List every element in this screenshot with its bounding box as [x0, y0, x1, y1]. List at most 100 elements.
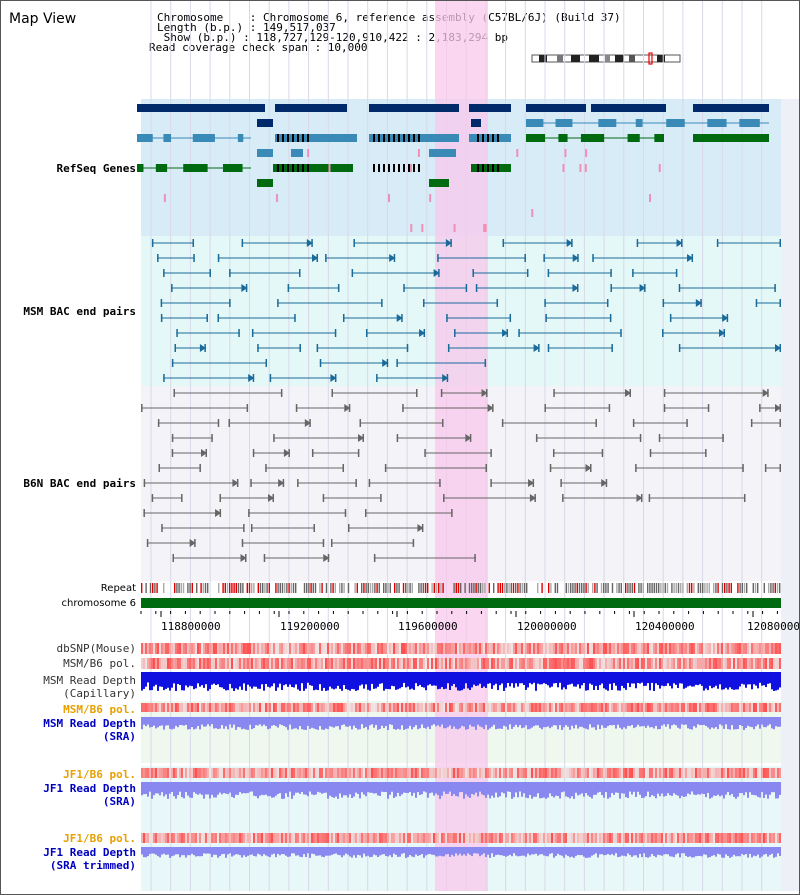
- chromosome-ideogram[interactable]: [1, 1, 800, 71]
- jf1-b6-pol-bin: [267, 768, 269, 778]
- msm-b6-pol-bin: [209, 658, 211, 669]
- msm-b6-pol-bin: [677, 658, 679, 669]
- msm-b6-pol-sra-bin: [713, 703, 715, 712]
- jf1-sra-depth-bin: [411, 782, 413, 796]
- msm-b6-pol-sra-bin: [277, 703, 279, 712]
- jf1-b6-pol-trim-bin: [155, 833, 157, 843]
- dbsnp-bin: [487, 643, 489, 654]
- gene-arrow: [693, 104, 698, 112]
- jf1-b6-pol-bin: [175, 768, 177, 778]
- dbsnp-bin: [147, 643, 149, 654]
- repeat-element: [660, 583, 662, 593]
- msm-b6-pol-bin: [771, 658, 773, 669]
- jf1-sra-depth-bin: [339, 782, 341, 794]
- repeat-element: [662, 583, 664, 593]
- msm-capillary-depth-bin: [565, 672, 567, 690]
- msm-capillary-depth-bin: [453, 672, 455, 684]
- dbsnp-bin: [227, 643, 229, 654]
- dbsnp-bin: [659, 643, 661, 654]
- msm-capillary-depth-bin: [261, 672, 263, 685]
- jf1-trim-depth-bin: [601, 847, 603, 855]
- dbsnp-bin: [333, 643, 335, 654]
- jf1-b6-pol-trim-bin: [209, 833, 211, 843]
- jf1-sra-depth-bin: [213, 782, 215, 798]
- jf1-b6-pol-trim-bin: [351, 833, 353, 843]
- msm-b6-pol-bin: [219, 658, 221, 669]
- repeat-element: [554, 583, 556, 593]
- jf1-b6-pol-bin: [717, 768, 719, 778]
- msm-sra-depth-bin: [237, 717, 239, 728]
- jf1-b6-pol-trim-bin: [453, 833, 455, 843]
- msm-sra-depth-bin: [173, 717, 175, 729]
- jf1-b6-pol-bin: [569, 768, 571, 778]
- dbsnp-bin: [423, 643, 425, 654]
- msm-sra-depth-bin: [653, 717, 655, 729]
- msm-sra-depth-bin: [159, 717, 161, 726]
- dbsnp-bin: [609, 643, 611, 654]
- jf1-b6-pol-bin: [549, 768, 551, 778]
- repeat-element: [306, 583, 308, 593]
- msm-b6-pol-sra-bin: [375, 703, 377, 712]
- jf1-b6-pol-trim-bin: [345, 833, 347, 843]
- jf1-sra-depth-bin: [199, 782, 201, 794]
- jf1-sra-depth-bin: [363, 782, 365, 795]
- jf1-sra-depth-bin: [503, 782, 505, 794]
- repeat-element: [640, 583, 642, 593]
- repeat-element: [752, 583, 754, 593]
- msm-b6-pol-sra-bin: [453, 703, 455, 712]
- jf1-trim-depth-bin: [605, 847, 607, 855]
- jf1-sra-depth-bin: [617, 782, 619, 793]
- jf1-sra-depth-bin: [173, 782, 175, 797]
- msm-b6-pol-bin: [383, 658, 385, 669]
- msm-sra-depth-bin: [581, 717, 583, 727]
- msm-bac-end: [636, 239, 639, 247]
- jf1-b6-pol-trim-bin: [465, 833, 467, 843]
- jf1-trim-depth-bin: [489, 847, 491, 858]
- msm-b6-pol-bin: [567, 658, 569, 669]
- msm-capillary-depth-bin: [471, 672, 473, 688]
- repeat-element: [420, 583, 422, 593]
- msm-capillary-depth-bin: [273, 672, 275, 684]
- b6n-bac-end: [639, 434, 642, 442]
- jf1-b6-pol-bin: [605, 768, 607, 778]
- msm-b6-pol-sra-bin: [275, 703, 277, 712]
- msm-sra-depth-bin: [659, 717, 661, 730]
- msm-capillary-depth-bin: [677, 672, 679, 688]
- msm-bac-end: [779, 299, 781, 307]
- jf1-sra-depth-bin: [555, 782, 557, 796]
- msm-sra-depth-bin: [727, 717, 729, 730]
- jf1-b6-pol-bin: [669, 768, 671, 778]
- jf1-trim-depth-bin: [637, 847, 639, 858]
- jf1-sra-depth-bin: [675, 782, 677, 795]
- dbsnp-bin: [275, 643, 277, 654]
- msm-bac-end: [241, 239, 244, 247]
- msm-sra-depth-bin: [403, 717, 405, 730]
- jf1-b6-pol-trim-bin: [325, 833, 327, 843]
- jf1-b6-pol-bin: [705, 768, 707, 778]
- dbsnp-bin: [287, 643, 289, 654]
- dbsnp-bin: [313, 643, 315, 654]
- jf1-sra-depth-bin: [583, 782, 585, 797]
- msm-sra-depth-bin: [191, 717, 193, 728]
- jf1-b6-pol-bin: [435, 768, 437, 778]
- msm-capillary-depth-bin: [489, 672, 491, 684]
- repeat-element: [691, 583, 693, 593]
- msm-b6-pol-sra-bin: [559, 703, 561, 712]
- jf1-sra-depth-bin: [433, 782, 435, 796]
- msm-b6-pol-sra-bin: [445, 703, 447, 712]
- msm-sra-depth-bin: [703, 717, 705, 725]
- jf1-b6-pol-bin: [387, 768, 389, 778]
- jf1-trim-depth-bin: [283, 847, 285, 855]
- msm-sra-depth-bin: [693, 717, 695, 727]
- jf1-sra-depth-bin: [775, 782, 777, 799]
- msm-b6-pol-sra-bin: [307, 703, 309, 712]
- jf1-b6-pol-trim-bin: [685, 833, 687, 843]
- jf1-b6-pol-trim-bin: [349, 833, 351, 843]
- dbsnp-bin: [161, 643, 163, 654]
- msm-b6-pol-sra-bin: [703, 703, 705, 712]
- jf1-b6-pol-trim-bin: [639, 833, 641, 843]
- jf1-b6-pol-bin: [427, 768, 429, 778]
- msm-b6-pol-sra-bin: [669, 703, 671, 712]
- jf1-trim-depth-bin: [363, 847, 365, 854]
